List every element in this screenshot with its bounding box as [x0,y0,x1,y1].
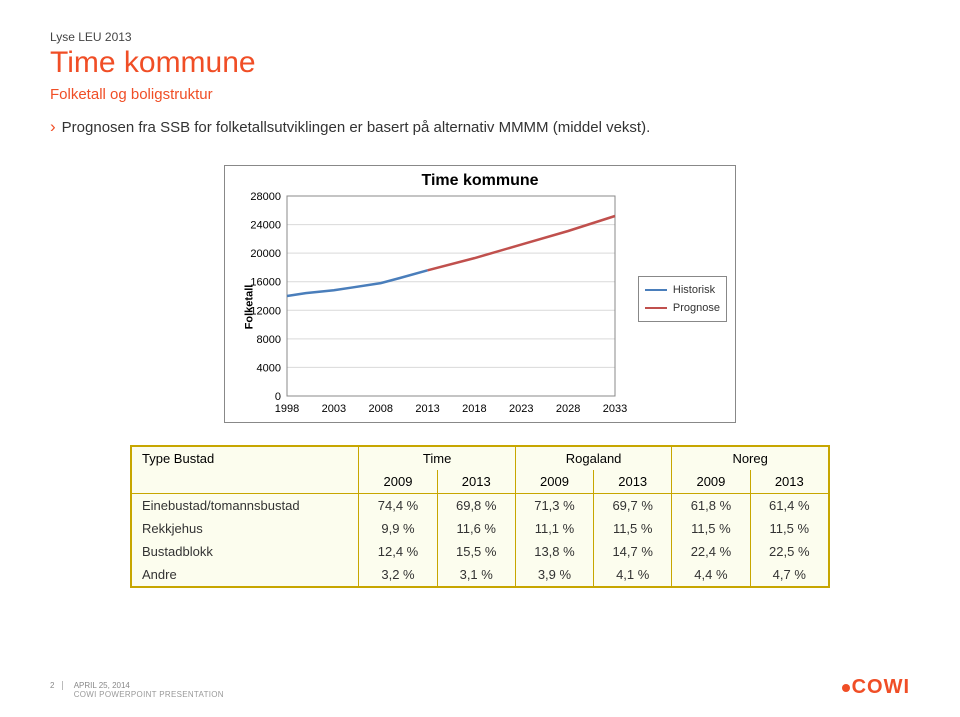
chart-legend: Historisk Prognose [638,276,727,322]
table-cell: 69,7 % [594,494,672,518]
table-cell: 69,8 % [437,494,515,518]
table-cell: 11,5 % [672,517,750,540]
table-row-label: Andre [131,563,359,587]
table-cell: 3,2 % [359,563,437,587]
cowi-logo: COWI [842,676,910,699]
table-row-label: Rekkjehus [131,517,359,540]
table-cell: 14,7 % [594,540,672,563]
table-cell: 9,9 % [359,517,437,540]
svg-text:1998: 1998 [275,403,299,415]
table-row: Rekkjehus9,9 %11,6 %11,1 %11,5 %11,5 %11… [131,517,829,540]
table-group-header: Time [359,446,515,470]
table-row: Andre3,2 %3,1 %3,9 %4,1 %4,4 %4,7 % [131,563,829,587]
table-cell: 22,4 % [672,540,750,563]
table-cell: 13,8 % [515,540,593,563]
table-group-header: Rogaland [515,446,671,470]
legend-label: Prognose [673,299,720,317]
svg-text:2028: 2028 [556,403,580,415]
legend-swatch [645,307,667,309]
table-cell: 4,4 % [672,563,750,587]
table-year-header: 2009 [672,470,750,494]
svg-text:2008: 2008 [368,403,392,415]
table-cell: 3,9 % [515,563,593,587]
legend-item: Historisk [645,281,720,299]
svg-text:4000: 4000 [257,362,281,374]
table-row-label: Bustadblokk [131,540,359,563]
bullet-paragraph: › Prognosen fra SSB for folketallsutvikli… [50,117,910,137]
table-cell: 71,3 % [515,494,593,518]
table-cell: 11,5 % [594,517,672,540]
line-chart: Time kommune Folketall 04000800012000160… [224,165,736,423]
slide-footer: 2 APRIL 25, 2014 COWI POWERPOINT PRESENT… [50,681,224,699]
table-year-header: 2009 [359,470,437,494]
svg-text:28000: 28000 [250,192,281,203]
table-cell: 22,5 % [750,540,829,563]
legend-swatch [645,289,667,291]
footer-sub: COWI POWERPOINT PRESENTATION [74,690,224,699]
table-cell: 15,5 % [437,540,515,563]
table-cell: 3,1 % [437,563,515,587]
table-year-header: 2013 [437,470,515,494]
bullet-text: Prognosen fra SSB for folketallsutviklin… [62,119,651,136]
table-cell: 4,7 % [750,563,829,587]
table-cell: 12,4 % [359,540,437,563]
slide: { "header": { "pretitle": "Lyse LEU 2013… [0,0,960,717]
svg-text:2013: 2013 [415,403,439,415]
table-year-header: 2009 [515,470,593,494]
legend-label: Historisk [673,281,715,299]
legend-item: Prognose [645,299,720,317]
table-corner: Type Bustad [131,446,359,470]
svg-text:0: 0 [275,391,281,403]
table-row-label: Einebustad/tomannsbustad [131,494,359,518]
table-year-header: 2013 [594,470,672,494]
bullet-marker: › [50,117,56,136]
svg-text:8000: 8000 [257,334,281,346]
table-cell: 61,4 % [750,494,829,518]
chart-title: Time kommune [225,166,735,192]
table-year-header: 2013 [750,470,829,494]
svg-text:2018: 2018 [462,403,486,415]
table-row: Einebustad/tomannsbustad74,4 %69,8 %71,3… [131,494,829,518]
table-empty [131,470,359,494]
table-cell: 11,1 % [515,517,593,540]
table-cell: 61,8 % [672,494,750,518]
table-cell: 4,1 % [594,563,672,587]
table-row: Bustadblokk12,4 %15,5 %13,8 %14,7 %22,4 … [131,540,829,563]
table-cell: 11,5 % [750,517,829,540]
chart-ylabel: Folketall [243,285,255,330]
svg-text:24000: 24000 [250,220,281,232]
table-cell: 74,4 % [359,494,437,518]
page-title: Time kommune [50,46,910,80]
svg-text:20000: 20000 [250,248,281,260]
subtitle: Folketall og boligstruktur [50,86,910,103]
logo-dot-icon [842,684,850,692]
table-cell: 11,6 % [437,517,515,540]
data-table: Type BustadTimeRogalandNoreg200920132009… [130,445,830,588]
logo-text: COWI [852,676,910,698]
svg-text:2023: 2023 [509,403,533,415]
pretitle: Lyse LEU 2013 [50,30,910,44]
table-group-header: Noreg [672,446,829,470]
svg-text:2033: 2033 [603,403,627,415]
footer-date: APRIL 25, 2014 [74,681,224,690]
svg-text:2003: 2003 [322,403,346,415]
page-number: 2 [50,681,63,690]
